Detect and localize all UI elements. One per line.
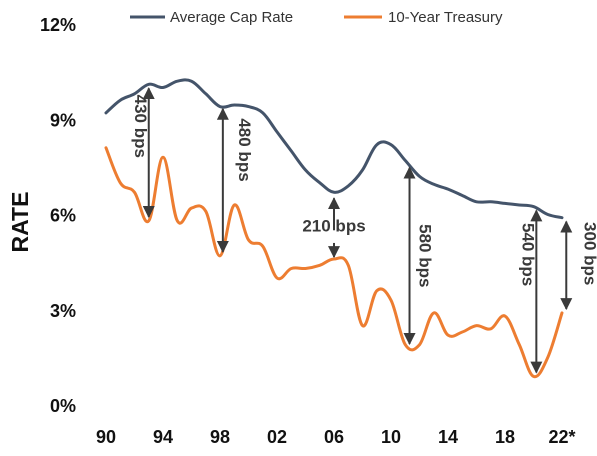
series-line-average-cap-rate bbox=[104, 78, 564, 220]
series-lines bbox=[104, 78, 564, 379]
spread-label: 430 bps bbox=[131, 95, 150, 158]
spread-label: 580 bps bbox=[416, 224, 435, 287]
spread-annotations: 430 bps 480 bps 210 bps 580 bps 540 bps 300 b… bbox=[131, 87, 597, 374]
y-tick-label: 12% bbox=[40, 15, 76, 35]
spread-label: 540 bps bbox=[518, 223, 537, 286]
spread-label: 480 bps bbox=[235, 118, 254, 181]
x-tick-label: 10 bbox=[381, 427, 401, 447]
y-tick-label: 6% bbox=[50, 206, 76, 226]
series-line-10-year-treasury bbox=[104, 146, 564, 379]
legend: Average Cap Rate 10-Year Treasury bbox=[130, 9, 503, 26]
y-axis-ticks: 0% 3% 6% 9% 12% bbox=[40, 15, 76, 416]
legend-label-average-cap-rate: Average Cap Rate bbox=[170, 9, 293, 26]
x-axis-ticks: 90 94 98 02 06 10 14 18 22* bbox=[96, 427, 576, 447]
spread-label: 300 bps bbox=[580, 222, 597, 285]
y-tick-label: 0% bbox=[50, 396, 76, 416]
x-tick-label: 06 bbox=[324, 427, 344, 447]
x-tick-label: 14 bbox=[438, 427, 458, 447]
x-tick-label: 02 bbox=[267, 427, 287, 447]
x-tick-label: 94 bbox=[153, 427, 173, 447]
spread-label: 210 bps bbox=[302, 217, 365, 236]
x-tick-label: 90 bbox=[96, 427, 116, 447]
legend-label-10-year-treasury: 10-Year Treasury bbox=[388, 9, 503, 26]
x-tick-label: 18 bbox=[495, 427, 515, 447]
y-tick-label: 9% bbox=[50, 110, 76, 130]
y-tick-label: 3% bbox=[50, 301, 76, 321]
y-axis-label: RATE bbox=[7, 192, 33, 253]
x-tick-label: 98 bbox=[210, 427, 230, 447]
x-tick-label: 22* bbox=[548, 427, 575, 447]
